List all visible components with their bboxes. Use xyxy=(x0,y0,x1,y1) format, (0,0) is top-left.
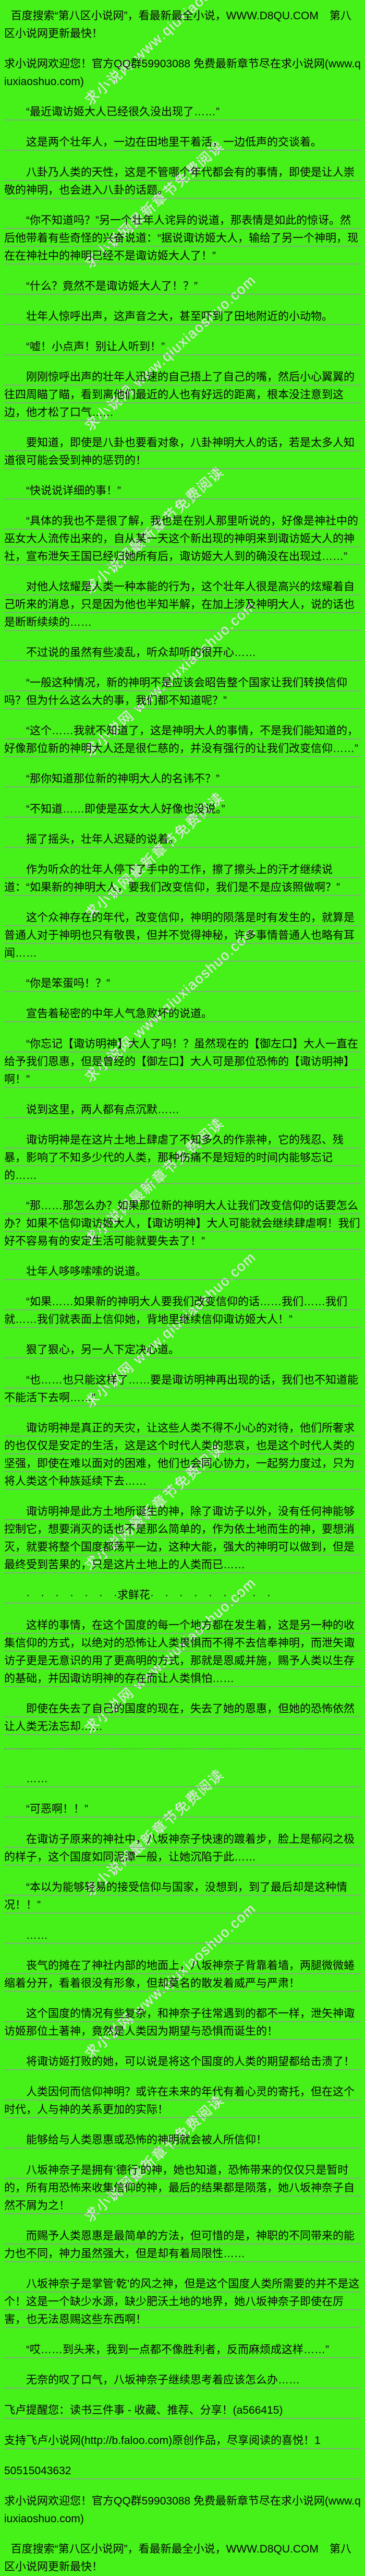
paragraph: 摇了摇头，壮年人迟疑的说着。 xyxy=(4,831,361,849)
promo-bottom-baidu: 百度搜索“第八区小说网”，看最新最全小说，WWW.D8QU.COM 第八区小说网… xyxy=(4,2543,351,2573)
paragraph: 不过说的虽然有些凌乱，听众却听的很开心…… xyxy=(4,644,361,662)
paragraph: 这样的事情，在这个国度的每一个地方都在发生着，这是另一种的收集信仰的方式，以绝对… xyxy=(4,1617,361,1688)
paragraph: “嘘！小点声！别让人听到！” xyxy=(4,338,361,356)
paragraph: 即使在失去了自己的国度的现在，失去了她的恩惠，但她的恐怖依然让人类无法忘却…… xyxy=(4,1700,361,1736)
paragraph: “哎……到头来，我到一点都不像胜利者，反而麻烦成这样……” xyxy=(4,2341,361,2359)
paragraph: “你不知道吗？”另一个壮年人诧异的说道，那表情是如此的惊讶。然后他带着有些奇怪的… xyxy=(4,212,361,265)
paragraph: 要知道，即使是八卦也要看对象，八卦神明大人的话，若是太多人知道很可能会受到神的惩… xyxy=(4,434,361,470)
ellipsis-paragraph: …… xyxy=(4,1770,361,1788)
paragraph: “可恶啊！！” xyxy=(4,1800,361,1818)
paragraph: “这个……我就不知道了，这是神明大人的事情，不是我们能知道的，好像那位新的神明大… xyxy=(4,722,361,758)
paragraph: 能够给与人类恩惠或恐怖的神明就会被人所信仰！ xyxy=(4,2131,361,2149)
paragraph: 这是两个壮年人，一边在田地里干着活，一边低声的交谈着。 xyxy=(4,134,361,151)
paragraph: 诹访明神是真正的天灾，让这些人类不得不小心的对待，他们所奢求的也仅仅是安定的生活… xyxy=(4,1420,361,1490)
paragraph: “如果……如果新的神明大人要我们改变信仰的话……我们……我们就……我们就表面上信… xyxy=(4,1293,361,1329)
paragraph: 将诹访姬打败的她，可以说是将这个国度的人类的期望都给击溃了！ xyxy=(4,2053,361,2071)
paragraph: 而赐予人类恩惠是最简单的方法，但可惜的是，神职的不同带来的能力也不同，神力虽然强… xyxy=(4,2227,361,2263)
paragraph: “你忘记【诹访明神】大人了吗！？虽然现在的【御左口】大人一直在给予我们恩惠，但是… xyxy=(4,1035,361,1089)
paragraph: “本以为能够轻易的接受信仰与国家，没想到，到了最后却是这种情况！！” xyxy=(4,1879,361,1914)
paragraph: 八坂神奈子是拥有‘德行’的神，她也知道，恐怖带来的仅仅只是暂时的，所有用恐怖来收… xyxy=(4,2162,361,2215)
paragraph: “具体的我也不是很了解，我也是在别人那里听说的，好像是神社中的巫女大人流传出来的… xyxy=(4,512,361,566)
paragraph: 丧气的摊在了神社内部的地面上，八坂神奈子背靠着墙，两腿微微蜷缩着分开，看着很没有… xyxy=(4,1957,361,1993)
paragraph: 诹访明神是在这片土地上肆虐了不知多久的作祟神，它的残忍、残暴，影响了不知多少代的… xyxy=(4,1131,361,1185)
paragraph: 诹访明神是此方土地所诞生的神，除了诹访子以外，没有任何神能够控制它，想要消灭的话… xyxy=(4,1503,361,1574)
faloo-id-number: 50515043632 xyxy=(4,2462,361,2480)
paragraph: 刚刚惊呼出声的壮年人迅速的自己捂上了自己的嘴，然后小心翼翼的往四周瞄了瞄，看到离… xyxy=(4,368,361,422)
paragraph: “那……那怎么办？如果那位新的神明大人让我们改变信仰的话要怎么办？如果不信仰诹访… xyxy=(4,1197,361,1250)
faloo-support-line: 支持飞卢小说网(http://b.faloo.com)原创作品，尽享阅读的喜悦！… xyxy=(4,2432,361,2450)
faloo-reminder: 飞卢提醒您：读书三件事 - 收藏、推荐、分享！(a566415) xyxy=(4,2402,361,2419)
paragraph: 人类因何而信仰神明？或许在未来的年代有着心灵的寄托，但在这个时代，人与神的关系更… xyxy=(4,2083,361,2119)
paragraph: 八坂神奈子是掌管‘乾’的风之神，但是这个国度人类所需要的并不是这个！这是一个缺少… xyxy=(4,2275,361,2329)
promo-bottom-qiuxiaoshuo: 求小说网欢迎您！官方QQ群59903088 免费最新章节尽在求小说网(www.q… xyxy=(4,2495,361,2525)
ellipsis-paragraph: …… xyxy=(4,1927,361,1945)
paragraph: 无奈的叹了口气，八坂神奈子继续思考着应该怎么办…… xyxy=(4,2371,361,2389)
novel-reader-page: { "page": { "background_color": "#46F019… xyxy=(4,0,361,2573)
paragraph: 宣告着秘密的中年人气急败坏的说道。 xyxy=(4,1005,361,1023)
paragraph: “也……也只能这样了……要是诹访明神再出现的话，我们也不知道能不能活下去啊……” xyxy=(4,1372,361,1407)
paragraph: 作为听众的壮年人停下了手中的工作，擦了擦头上的汗才继续说道：“如果新的神明大人，… xyxy=(4,861,361,897)
paragraph: “快说说详细的事！” xyxy=(4,482,361,500)
paragraph: 对他人炫耀是人类一种本能的行为，这个壮年人很是高兴的炫耀着自己听来的消息，只是因… xyxy=(4,578,361,631)
paragraph: “最近诹访姬大人已经很久没出现了……” xyxy=(4,103,361,121)
paragraph: “不知道……即使是巫女大人好像也没说。” xyxy=(4,801,361,818)
paragraph: 说到这里，两人都有点沉默…… xyxy=(4,1101,361,1119)
paragraph: 壮年人惊呼出声，这声音之大，甚至吓到了田地附近的小动物。 xyxy=(4,308,361,326)
paragraph: “什么？竟然不是诹访姬大人了！？” xyxy=(4,278,361,295)
paragraph: 这个众神存在的年代，改变信仰，神明的陨落是时有发生的，就算是普通人对于神明也只有… xyxy=(4,909,361,962)
flower-vote-divider: · · · · · · ·求鲜花· · · · · · · · · xyxy=(4,1587,361,1604)
paragraph: “你是笨蛋吗！？” xyxy=(4,975,361,993)
promo-top-baidu: 百度搜索“第八区小说网”，看最新最全小说，WWW.D8QU.COM 第八区小说网… xyxy=(4,10,351,40)
paragraph: 在诹访子原来的神社中，八坂神奈子快速的踱着步，脸上是郁闷之极的样子，这个国度如同… xyxy=(4,1831,361,1866)
paragraph: 八卦乃人类的天性，这是不管哪个年代都会有的事情，即使是让人崇敬的神明，也会进入八… xyxy=(4,164,361,199)
paragraph: “那你知道那位新的神明大人的名讳不？” xyxy=(4,770,361,788)
scene-divider-line xyxy=(4,1748,361,1749)
promo-top-qiuxiaoshuo: 求小说网欢迎您！官方QQ群59903088 免费最新章节尽在求小说网(www.q… xyxy=(4,58,361,88)
paragraph: “一般这种情况，新的神明不是应该会昭告整个国家让我们转换信仰吗？但为什么这么大的… xyxy=(4,674,361,710)
paragraph: 壮年人哆哆嗦嗦的说道。 xyxy=(4,1263,361,1281)
paragraph: 狠了狠心，另一人下定决心道。 xyxy=(4,1341,361,1359)
paragraph: 这个国度的情况有些复杂，和神奈子往常遇到的都不一样，泄矢神诹访姬那位土著神，竟然… xyxy=(4,2005,361,2041)
